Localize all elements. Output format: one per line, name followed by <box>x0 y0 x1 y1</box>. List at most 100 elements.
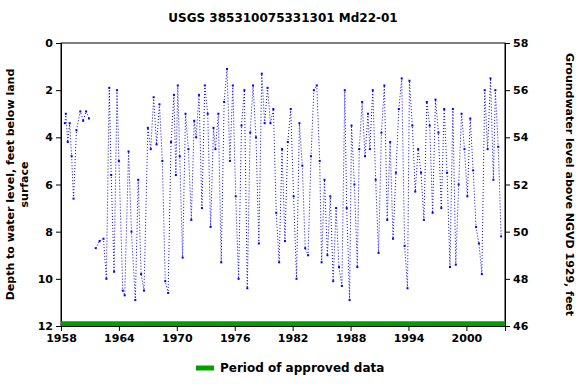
data-point <box>99 240 101 242</box>
data-point <box>204 84 206 86</box>
data-point <box>278 261 280 263</box>
axis: 46485052545658 <box>505 37 529 333</box>
tick-label: 1958 <box>46 332 77 345</box>
tick: 12 <box>38 320 61 333</box>
data-point <box>487 148 489 150</box>
data-point <box>497 146 499 148</box>
legend-swatch <box>196 366 214 371</box>
data-point <box>153 96 155 98</box>
data-point <box>190 219 192 221</box>
data-point <box>164 280 166 282</box>
data-point <box>255 136 257 138</box>
data-point <box>201 207 203 209</box>
data-point <box>383 84 385 86</box>
axis-line <box>62 327 506 332</box>
tick-label: 10 <box>38 273 54 286</box>
data-point <box>287 141 289 143</box>
chart: 1958196419701976198219881994200002468101… <box>0 0 576 384</box>
data-point <box>335 207 337 209</box>
data-point <box>269 122 271 124</box>
tick-label: 1964 <box>104 332 135 345</box>
tick-mark <box>177 326 178 331</box>
data-point <box>293 195 295 197</box>
data-point <box>71 155 73 157</box>
tick-label: 50 <box>513 226 529 239</box>
data-point <box>177 84 179 86</box>
axis: 024681012 <box>38 37 62 333</box>
data-point <box>167 292 169 294</box>
data-point <box>281 148 283 150</box>
data-point <box>79 110 81 112</box>
data-point <box>65 113 67 115</box>
tick-label: 2000 <box>452 332 483 345</box>
data-point <box>481 273 483 275</box>
data-point <box>214 148 216 150</box>
data-point <box>175 174 177 176</box>
tick-mark <box>505 185 510 186</box>
data-point <box>235 195 237 197</box>
data-point <box>116 89 118 91</box>
tick: 8 <box>45 226 61 239</box>
data-point <box>134 299 136 301</box>
tick: 1994 <box>394 326 425 345</box>
data-point <box>349 299 351 301</box>
data-point <box>85 110 87 112</box>
data-point <box>386 219 388 221</box>
y-axis-label: surface <box>18 162 31 208</box>
tick-mark <box>56 90 61 91</box>
data-point <box>102 238 104 240</box>
data-point <box>361 101 363 103</box>
tick-label: 52 <box>513 179 528 192</box>
data-point <box>417 148 419 150</box>
tick-mark <box>56 232 61 233</box>
tick-label: 1976 <box>220 332 251 345</box>
tick: 1982 <box>278 326 309 345</box>
data-point <box>356 266 358 268</box>
data-point <box>475 226 477 228</box>
data-point <box>332 280 334 282</box>
legend: Period of approved data <box>196 361 384 375</box>
data-point <box>369 148 371 150</box>
data-point <box>67 141 69 143</box>
data-point <box>290 108 292 110</box>
data-point <box>195 136 197 138</box>
data-point <box>275 212 277 214</box>
tick-mark <box>56 137 61 138</box>
tick-label: 54 <box>513 131 529 144</box>
data-point <box>344 89 346 91</box>
data-point <box>490 77 492 79</box>
data-point <box>461 113 463 115</box>
data-point <box>69 122 71 124</box>
data-point <box>455 264 457 266</box>
data-point <box>207 113 209 115</box>
tick-label: 1988 <box>336 332 367 345</box>
tick-label: 1982 <box>278 332 309 345</box>
data-point <box>223 101 225 103</box>
tick-label: 58 <box>513 37 528 50</box>
y2-axis-label: Groundwater level above NGVD 1929, feet <box>563 53 576 316</box>
data-point <box>173 94 175 96</box>
data-point <box>232 84 234 86</box>
tick-label: 48 <box>513 273 528 286</box>
data-point <box>226 68 228 70</box>
data-point <box>110 174 112 176</box>
data-point <box>435 99 437 101</box>
series-line <box>61 321 505 326</box>
tick: 48 <box>505 273 528 286</box>
data-point <box>264 122 266 124</box>
data-point <box>64 122 66 124</box>
data-point <box>443 108 445 110</box>
tick-mark <box>293 326 294 331</box>
data-point <box>321 261 323 263</box>
tick-label: 8 <box>45 226 53 239</box>
data-point <box>392 238 394 240</box>
data-point <box>500 235 502 237</box>
data-point <box>364 155 366 157</box>
tick-mark <box>56 185 61 186</box>
data-point <box>238 278 240 280</box>
data-point <box>122 290 124 292</box>
data-point <box>150 148 152 150</box>
data-point <box>310 155 312 157</box>
data-point <box>449 266 451 268</box>
data-point <box>429 125 431 127</box>
